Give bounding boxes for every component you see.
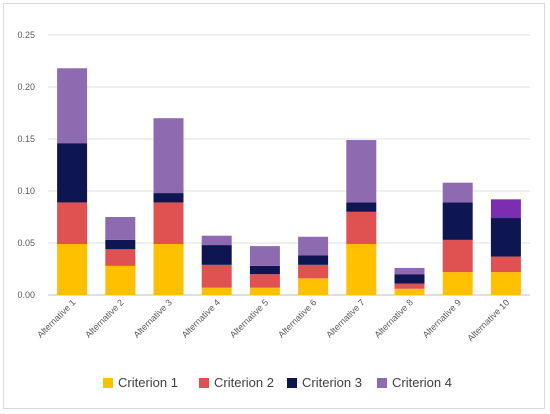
x-tick-label: Alternative 2 [83, 297, 125, 339]
bar-segment [57, 244, 88, 295]
y-tick-label: 0.25 [17, 30, 35, 40]
legend-swatch [377, 378, 387, 388]
y-tick-label: 0.20 [17, 82, 35, 92]
bar-segment [346, 202, 377, 212]
bar-segment [201, 235, 232, 246]
bar-segment [153, 193, 184, 203]
bar-segment [153, 202, 184, 245]
bar-segment [153, 118, 184, 194]
x-tick-label: Alternative 10 [465, 297, 511, 343]
bar-segment [442, 272, 473, 295]
x-tick-label: Alternative 5 [228, 297, 270, 339]
bar-segment [490, 218, 521, 257]
x-tick-label: Alternative 6 [276, 297, 318, 339]
bar-segment [442, 202, 473, 240]
bar-segment [57, 143, 88, 203]
bar-segment [249, 287, 280, 295]
legend-swatch [199, 378, 209, 388]
bar-segment [442, 239, 473, 273]
bar-segment [394, 283, 425, 289]
bar-segment [442, 182, 473, 203]
bar-segment [105, 239, 136, 250]
bar-segment [201, 245, 232, 265]
y-tick-label: 0.00 [17, 290, 35, 300]
legend-swatch [287, 378, 297, 388]
bar-segment [57, 68, 88, 144]
bar-segment [346, 244, 377, 295]
bar-segment [249, 265, 280, 275]
legend-label: Criterion 1 [118, 375, 178, 390]
legend: Criterion 1 Criterion 2 Criterion 3 Criteri… [103, 375, 452, 390]
bar-segment [394, 274, 425, 284]
y-tick-label: 0.15 [17, 134, 35, 144]
legend-label: Criterion 3 [302, 375, 362, 390]
bar-segment [346, 211, 377, 245]
bar-segment [249, 274, 280, 288]
legend-swatch [103, 378, 113, 388]
bar-segment [201, 264, 232, 288]
bar-segment [105, 217, 136, 240]
x-tick-label: Alternative 7 [324, 297, 366, 339]
bar-segment [490, 256, 521, 273]
bar-segment [105, 249, 136, 266]
y-axis-ticks: 0.00 0.05 0.10 0.15 0.20 0.25 [17, 30, 35, 300]
bar-segment [346, 140, 377, 203]
legend-label: Criterion 2 [214, 375, 274, 390]
bar-segment [394, 267, 425, 275]
bar-segment [105, 265, 136, 295]
bar-segment [394, 288, 425, 295]
bar-segment [298, 236, 329, 256]
bar-segment [57, 202, 88, 245]
y-tick-label: 0.10 [17, 186, 35, 196]
x-tick-label: Alternative 4 [180, 297, 222, 339]
bars [57, 68, 521, 295]
x-tick-label: Alternative 1 [35, 297, 77, 339]
bar-segment [298, 278, 329, 295]
x-tick-label: Alternative 3 [131, 297, 173, 339]
x-tick-label: Alternative 8 [372, 297, 414, 339]
bar-segment [201, 287, 232, 295]
legend-label: Criterion 4 [392, 375, 452, 390]
bar-segment [249, 246, 280, 266]
bar-segment [153, 244, 184, 295]
bar-segment [298, 264, 329, 279]
x-tick-label: Alternative 9 [421, 297, 463, 339]
bar-segment [490, 199, 521, 219]
bar-segment [490, 272, 521, 295]
bar-segment [298, 255, 329, 265]
y-tick-label: 0.05 [17, 238, 35, 248]
